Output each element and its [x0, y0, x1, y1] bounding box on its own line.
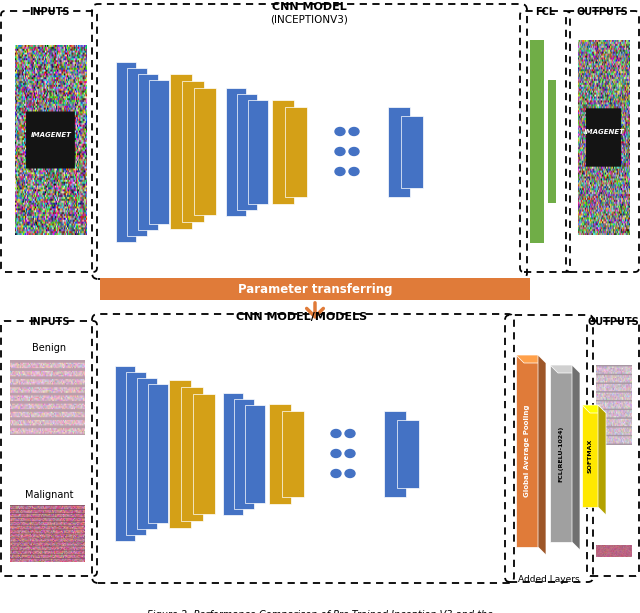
Bar	[182, 81, 204, 222]
Bar	[248, 99, 268, 204]
Bar	[100, 278, 530, 300]
Text: Added Layers: Added Layers	[518, 575, 580, 584]
Text: OUTPUTS: OUTPUTS	[587, 317, 639, 327]
Ellipse shape	[331, 470, 341, 478]
Text: FCL(RELU-1024): FCL(RELU-1024)	[559, 425, 563, 482]
Text: Parameter transferring: Parameter transferring	[237, 283, 392, 295]
Text: INPUTS: INPUTS	[29, 317, 69, 327]
Ellipse shape	[335, 167, 345, 175]
Bar	[401, 115, 423, 188]
Bar	[223, 392, 243, 514]
Bar	[388, 107, 410, 197]
Text: Figure 2: Performance Comparison of Pre-Trained Inception V3 and the: Figure 2: Performance Comparison of Pre-…	[147, 610, 493, 613]
Bar	[194, 88, 216, 215]
Ellipse shape	[345, 430, 355, 438]
Bar	[550, 365, 572, 542]
Bar	[170, 74, 192, 229]
Bar	[285, 107, 307, 197]
Bar	[169, 379, 191, 528]
Bar	[272, 99, 294, 204]
Text: IMAGENET: IMAGENET	[31, 132, 72, 138]
Polygon shape	[538, 355, 546, 555]
Ellipse shape	[345, 449, 355, 457]
Text: CNN MODEL/MODELS: CNN MODEL/MODELS	[236, 312, 367, 322]
Polygon shape	[516, 355, 546, 363]
Bar	[237, 94, 257, 210]
Polygon shape	[572, 365, 580, 550]
Text: OUTPUTS: OUTPUTS	[576, 7, 628, 17]
Text: (INCEPTIONV3): (INCEPTIONV3)	[270, 15, 348, 25]
Ellipse shape	[331, 449, 341, 457]
Bar	[137, 378, 157, 529]
Ellipse shape	[331, 430, 341, 438]
Bar	[548, 80, 556, 203]
Polygon shape	[582, 405, 606, 413]
Bar	[148, 384, 168, 523]
Bar	[530, 40, 544, 243]
Bar	[516, 355, 538, 547]
Bar	[282, 411, 304, 497]
Bar	[193, 394, 215, 514]
Ellipse shape	[335, 128, 345, 135]
Ellipse shape	[335, 148, 345, 156]
Bar	[126, 372, 146, 535]
Text: INPUTS: INPUTS	[29, 7, 69, 17]
Bar	[234, 398, 254, 509]
Text: Malignant: Malignant	[25, 490, 73, 500]
Bar	[397, 419, 419, 487]
Text: IMAGENET: IMAGENET	[584, 129, 625, 135]
Bar	[127, 67, 147, 235]
Bar	[138, 74, 158, 229]
Bar	[582, 405, 598, 507]
Bar	[181, 387, 203, 520]
Polygon shape	[550, 365, 580, 373]
Bar	[245, 405, 265, 503]
Text: Benign: Benign	[32, 343, 66, 353]
Ellipse shape	[349, 148, 359, 156]
Ellipse shape	[349, 167, 359, 175]
Text: CNN MODEL: CNN MODEL	[271, 2, 346, 12]
Bar	[115, 366, 135, 541]
Bar	[149, 80, 169, 224]
Bar	[384, 411, 406, 497]
Bar	[269, 403, 291, 503]
Text: FCL: FCL	[535, 7, 555, 17]
Ellipse shape	[345, 470, 355, 478]
Text: Global Average Pooling: Global Average Pooling	[524, 405, 530, 497]
Ellipse shape	[349, 128, 359, 135]
Text: SOFTMAX: SOFTMAX	[588, 439, 593, 473]
Bar	[116, 61, 136, 242]
Bar	[226, 88, 246, 216]
Polygon shape	[598, 405, 606, 515]
FancyArrowPatch shape	[307, 303, 323, 317]
